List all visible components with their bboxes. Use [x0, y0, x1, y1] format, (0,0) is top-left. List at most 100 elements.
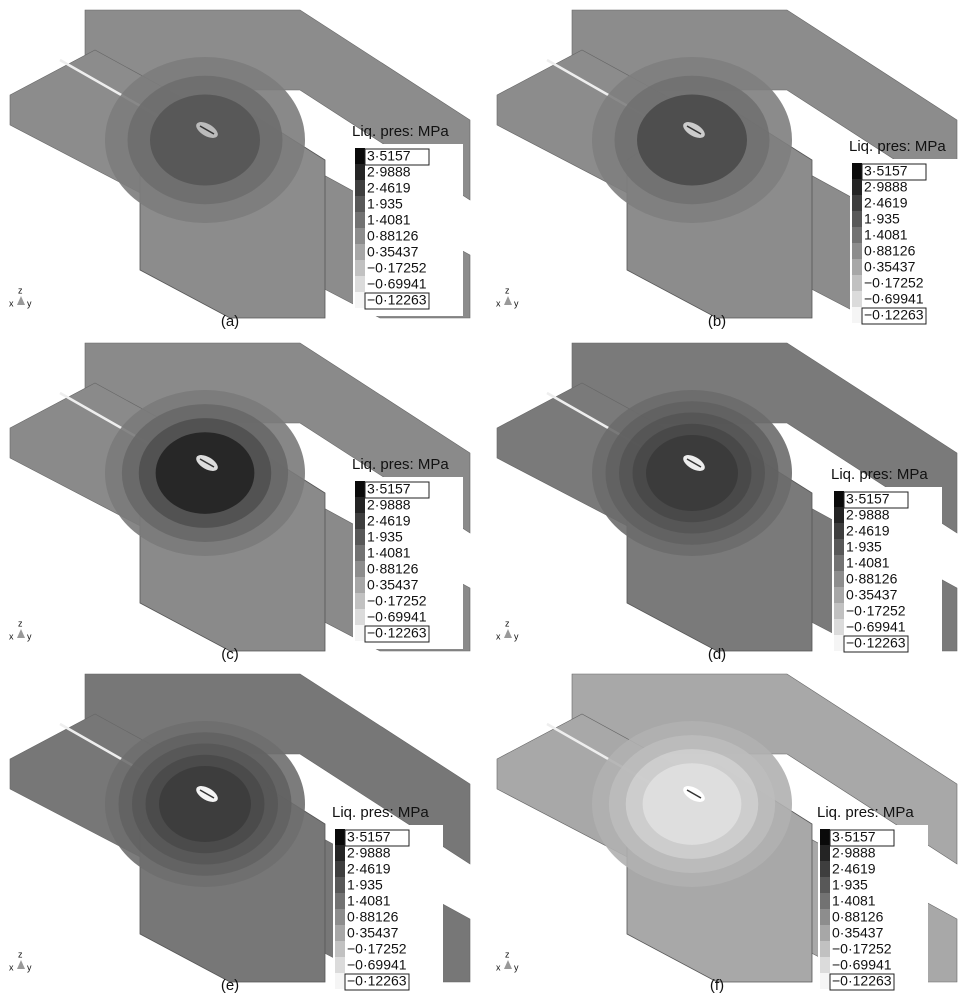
legend-swatch: [820, 909, 830, 925]
legend-label: −0·69941: [367, 276, 427, 292]
legend-swatch: [355, 180, 365, 196]
legend-label: 0·35437: [864, 259, 916, 275]
triad-x: x: [496, 962, 501, 972]
triad-y: y: [514, 631, 519, 641]
legend-title: Liq. pres: MPa: [849, 138, 946, 155]
contour: [646, 435, 738, 511]
legend-swatch: [335, 925, 345, 941]
legend-label: −0·12263: [367, 625, 427, 641]
triad-y: y: [27, 962, 32, 972]
legend-label: −0·17252: [367, 593, 427, 609]
legend-swatch: [355, 260, 365, 276]
legend-label: 2·4619: [864, 195, 908, 211]
legend-label: 1·935: [864, 211, 900, 227]
legend-label: 3·5157: [367, 481, 411, 497]
legend-label: 3·5157: [367, 148, 411, 164]
legend-swatch: [335, 909, 345, 925]
legend-label: 0·88126: [367, 561, 419, 577]
legend-swatch: [852, 307, 862, 323]
legend-label: 2·4619: [347, 861, 391, 877]
legend-label: 1·935: [347, 877, 383, 893]
legend-label: 3·5157: [347, 829, 391, 845]
legend-swatch: [355, 228, 365, 244]
legend-label: 2·4619: [846, 523, 890, 539]
triad-z: z: [505, 285, 510, 295]
legend-label: 3·5157: [846, 491, 890, 507]
legend-swatch: [355, 292, 365, 308]
legend-swatch: [335, 861, 345, 877]
legend-label: −0·12263: [832, 973, 892, 989]
legend-swatch: [820, 893, 830, 909]
triad-z: z: [18, 949, 23, 959]
triad-icon: [17, 629, 25, 638]
legend-swatch: [335, 829, 345, 845]
legend-swatch: [335, 845, 345, 861]
legend-box: [344, 829, 410, 847]
legend-swatch: [834, 491, 844, 507]
legend-swatch: [355, 609, 365, 625]
legend-label: 0·88126: [367, 228, 419, 244]
legend-label: −0·17252: [846, 603, 906, 619]
legend-swatch: [355, 625, 365, 641]
legend-swatch: [820, 845, 830, 861]
legend-swatch: [852, 259, 862, 275]
legend-label: 1·4081: [367, 212, 411, 228]
triad-y: y: [27, 298, 32, 308]
legend-swatch: [355, 529, 365, 545]
legend-title: Liq. pres: MPa: [352, 456, 449, 473]
legend-swatch: [355, 276, 365, 292]
legend-label: −0·69941: [347, 957, 407, 973]
legend-bg: [353, 477, 463, 649]
panel: zx y Liq. pres: MPa 3·51572·98882·46191·935…: [496, 342, 958, 663]
legend-label: 1·935: [367, 529, 403, 545]
legend-swatch: [355, 593, 365, 609]
legend-box: [843, 635, 909, 653]
legend-box: [861, 163, 927, 181]
legend-swatch: [335, 877, 345, 893]
panel: zx y Liq. pres: MPa 3·51572·98882·46191·935…: [9, 342, 471, 663]
legend-swatch: [834, 555, 844, 571]
legend-label: 1·4081: [864, 227, 908, 243]
panel: zx y Liq. pres: MPa 3·51572·98882·46191·935…: [496, 673, 958, 997]
legend-label: 0·35437: [832, 925, 884, 941]
legend-label: 1·4081: [367, 545, 411, 561]
triad-y: y: [514, 962, 519, 972]
legend-label: −0·12263: [347, 973, 407, 989]
legend-swatch: [852, 163, 862, 179]
triad-icon: [504, 296, 512, 305]
panel: zx y Liq. pres: MPa 3·51572·98882·46191·935…: [496, 9, 960, 331]
legend-swatch: [852, 275, 862, 291]
well: [686, 125, 702, 135]
legend-swatch: [355, 164, 365, 180]
legend-label: 3·5157: [864, 163, 908, 179]
legend-label: 0·35437: [347, 925, 399, 941]
legend-label: −0·69941: [846, 619, 906, 635]
triad-x: x: [9, 298, 14, 308]
legend-label: −0·12263: [367, 292, 427, 308]
legend-swatch: [834, 571, 844, 587]
legend-swatch: [852, 227, 862, 243]
legend-title: Liq. pres: MPa: [831, 466, 928, 483]
legend-title: Liq. pres: MPa: [817, 804, 914, 821]
legend-label: 1·935: [367, 196, 403, 212]
triad-y: y: [27, 631, 32, 641]
legend-swatch: [820, 861, 830, 877]
well: [199, 789, 215, 799]
contour: [150, 94, 260, 186]
legend-box: [829, 973, 895, 991]
legend-box: [344, 973, 410, 991]
legend-swatch: [834, 587, 844, 603]
legend-swatch: [834, 619, 844, 635]
legend-swatch: [852, 179, 862, 195]
legend-label: 2·4619: [832, 861, 876, 877]
triad-x: x: [9, 631, 14, 641]
legend-box: [364, 481, 430, 499]
legend-box: [861, 307, 927, 325]
legend-label: 0·88126: [832, 909, 884, 925]
legend-swatch: [820, 925, 830, 941]
legend-bg: [333, 825, 443, 997]
legend-label: −0·12263: [864, 307, 924, 323]
well: [686, 458, 702, 468]
legend-swatch: [834, 603, 844, 619]
